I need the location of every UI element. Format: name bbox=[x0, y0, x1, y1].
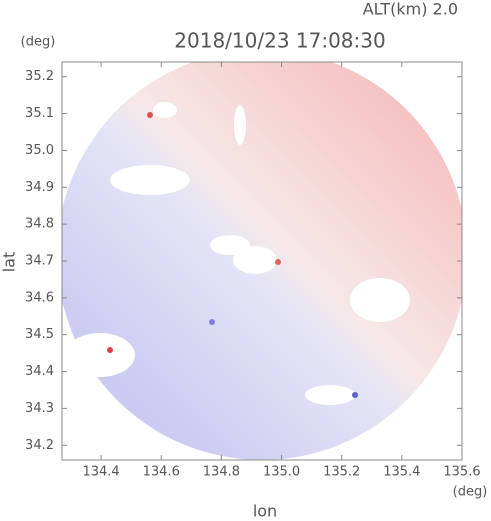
x-tick-label: 135.4 bbox=[383, 465, 420, 480]
altitude: ALT(km) 2.0 bbox=[363, 0, 458, 19]
y-tick-label: 35.2 bbox=[25, 69, 54, 84]
radar-echo bbox=[62, 62, 462, 460]
x-tick-label: 134.8 bbox=[203, 465, 240, 480]
y-unit: (deg) bbox=[21, 35, 56, 50]
x-tick-label: 134.6 bbox=[143, 465, 180, 480]
x-unit: (deg) bbox=[453, 485, 488, 500]
echo-speck bbox=[209, 319, 215, 325]
echo-gap bbox=[233, 246, 277, 274]
echo-speck bbox=[275, 259, 281, 265]
x-tick-label: 135.0 bbox=[263, 465, 300, 480]
echo-speck bbox=[352, 392, 358, 398]
x-tick-label: 134.4 bbox=[82, 465, 119, 480]
y-axis-label: lat bbox=[0, 252, 19, 273]
echo-gap bbox=[153, 102, 177, 118]
y-tick-label: 35.0 bbox=[25, 143, 54, 158]
x-axis-label: lon bbox=[253, 502, 277, 521]
y-tick-label: 35.1 bbox=[25, 106, 54, 121]
echo-speck bbox=[147, 112, 153, 118]
echo-speck bbox=[107, 347, 113, 353]
y-tick-label: 34.3 bbox=[25, 401, 54, 416]
echo-gap bbox=[65, 333, 135, 377]
echo-gap bbox=[234, 105, 246, 145]
x-tick-label: 135.2 bbox=[323, 465, 360, 480]
x-tick-label: 135.6 bbox=[443, 465, 480, 480]
y-tick-label: 34.7 bbox=[25, 254, 54, 269]
y-tick-label: 34.4 bbox=[25, 364, 54, 379]
y-tick-label: 34.9 bbox=[25, 180, 54, 195]
echo-gap bbox=[305, 385, 355, 405]
y-tick-label: 34.6 bbox=[25, 290, 54, 305]
y-tick-label: 34.5 bbox=[25, 327, 54, 342]
echo-gap bbox=[110, 165, 190, 195]
chart-title: 2018/10/23 17:08:30 bbox=[174, 29, 385, 53]
y-tick-label: 34.2 bbox=[25, 438, 54, 453]
echo-gap bbox=[350, 278, 410, 322]
y-tick-label: 34.8 bbox=[25, 217, 54, 232]
